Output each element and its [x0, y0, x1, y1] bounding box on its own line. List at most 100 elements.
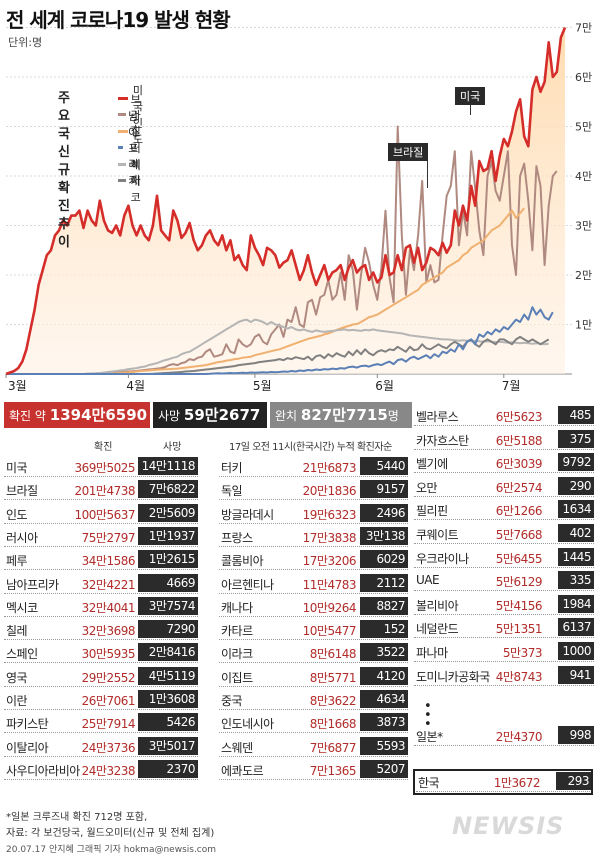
- confirmed-count: 100만5637: [74, 507, 136, 522]
- confirmed-count: 24만3238: [81, 763, 136, 778]
- country-row: 우크라이나 5만6455 1445: [414, 547, 594, 568]
- country-row: 프랑스 17만3838 3만138: [219, 526, 408, 547]
- confirmed-count: 34만1586: [81, 554, 136, 569]
- country-name: 벨기에: [416, 457, 448, 472]
- death-count: 6029: [360, 550, 408, 569]
- newsis-logo: NEWSIS: [452, 812, 565, 840]
- us-annotation: 미국: [455, 87, 486, 105]
- legend-title: 주요국 신규확진 추이: [58, 91, 70, 250]
- confirmed-count: 8만5771: [309, 670, 357, 685]
- country-row: 쿠웨이트 5만7668 402: [414, 523, 594, 544]
- death-count: 3만138: [360, 526, 408, 545]
- death-count: 3만5017: [138, 736, 198, 755]
- death-count: 4만5119: [138, 666, 198, 685]
- country-row: 독일 20만1836 9157: [219, 479, 408, 501]
- country-row: 네덜란드 5만1351 6137: [414, 617, 594, 639]
- confirmed-count: 75만2797: [81, 530, 136, 545]
- country-name: 필리핀: [416, 504, 448, 519]
- country-row: 볼리비아 5만4156 1984: [414, 594, 594, 615]
- death-count: 290: [558, 476, 594, 495]
- country-name: 스웨덴: [221, 740, 253, 755]
- y-tick-label: 4만: [575, 170, 592, 183]
- country-row-korea: 한국 1만3672 293: [416, 771, 592, 792]
- country-row: UAE 5만6129 335: [414, 570, 594, 592]
- x-tick-label: 5월: [253, 379, 272, 393]
- x-tick-labels: 3월 4월 5월 6월 7월: [5, 374, 520, 393]
- line-chart: 1만 2만 3만 4만 5만 6만 7만 3월 4월 5월 6월 7월: [5, 22, 592, 393]
- legend-label: 브라질: [130, 92, 141, 138]
- y-tick-label: 3만: [575, 220, 592, 233]
- death-count: 7290: [138, 620, 198, 639]
- country-name: 터키: [221, 461, 243, 475]
- confirmed-count: 6만3039: [495, 457, 543, 472]
- legend-item: 브라질: [118, 93, 147, 138]
- country-name: 페루: [6, 554, 28, 569]
- us-annotation-leader: [470, 103, 471, 115]
- country-row: 콜롬비아 17만3206 6029: [219, 549, 408, 571]
- country-name: 도미니카공화국: [416, 669, 490, 684]
- country-name: 프랑스: [221, 530, 253, 545]
- col-header-note: 17일 오전 11시(한국시간) 누적 확진자순: [229, 442, 392, 453]
- confirmed-count: 8만3622: [309, 694, 357, 708]
- confirmed-count: 29만2552: [81, 670, 136, 685]
- death-count: 998: [558, 726, 594, 744]
- legend-item: 남아프리카: [118, 110, 147, 187]
- legend-item: 미국: [118, 84, 147, 113]
- country-row: 인도 100만5637 2만5609: [4, 503, 198, 524]
- confirmed-count: 2만4370: [495, 730, 543, 744]
- page-title: 전 세계 코로나19 발생 현황: [6, 8, 231, 32]
- legend-label: 러시아: [130, 142, 141, 188]
- y-tick-label: 6만: [575, 71, 592, 84]
- death-count: 4669: [138, 573, 198, 592]
- country-row: 카타르 10만5477 152: [219, 619, 408, 641]
- country-row: 이란 26만7061 1만3608: [4, 689, 198, 710]
- y-tick-label: 7만: [575, 22, 592, 35]
- death-count: 9792: [558, 453, 594, 472]
- death-count: 2112: [360, 573, 408, 592]
- confirmed-count: 8만6148: [309, 647, 357, 662]
- country-name: 브라질: [6, 484, 38, 499]
- death-count: 3만7574: [138, 596, 198, 615]
- country-name: 남아프리카: [6, 577, 59, 592]
- country-name: 네덜란드: [416, 622, 459, 637]
- country-name: 파나마: [416, 646, 448, 660]
- country-name: 스페인: [6, 647, 38, 662]
- footnote-source: 자료: 각 보건당국, 월드오미터(신규 및 전체 집계): [6, 828, 215, 839]
- country-name: 러시아: [6, 530, 38, 545]
- death-count: 941: [558, 665, 594, 684]
- confirmed-count: 5만6129: [495, 575, 543, 590]
- death-count: 1만1937: [138, 526, 198, 545]
- death-count: 1445: [558, 547, 594, 566]
- legend-item: 멕시코: [118, 159, 147, 204]
- confirmed-count: 20만1836: [302, 484, 357, 499]
- country-row: 파키스탄 25만7914 5426: [4, 712, 198, 734]
- death-count: 8827: [360, 596, 408, 615]
- confirmed-count: 32만3698: [81, 624, 136, 639]
- country-name: 캐나다: [221, 600, 253, 615]
- confirmed-count: 17만3206: [302, 554, 357, 569]
- death-count: 5593: [360, 736, 408, 755]
- country-row: 페루 34만1586 1만2615: [4, 549, 198, 571]
- confirmed-count: 24만3736: [81, 740, 136, 755]
- death-count: 1634: [558, 500, 594, 519]
- country-name: 쿠웨이트: [416, 528, 459, 542]
- country-row: 브라질 201만4738 7만6822: [4, 479, 198, 501]
- death-count: 1만3608: [138, 690, 198, 708]
- country-name: 방글라데시: [221, 507, 274, 522]
- country-row: 벨기에 6만3039 9792: [414, 452, 594, 474]
- country-name: 인도: [6, 507, 28, 522]
- confirmed-count: 4만8743: [495, 669, 543, 684]
- country-row: 인도네시아 8만1668 3873: [219, 712, 408, 734]
- country-name: 중국: [221, 694, 243, 708]
- legend-swatch: [118, 96, 128, 100]
- legend-label: 멕시코: [130, 158, 141, 204]
- country-row: 영국 29만2552 4만5119: [4, 666, 198, 687]
- country-name: 이란: [6, 694, 28, 708]
- legend-label: 미국: [132, 84, 143, 114]
- country-name: UAE: [416, 573, 440, 588]
- confirmed-count: 17만3838: [302, 530, 357, 545]
- country-row: 필리핀 6만1266 1634: [414, 499, 594, 521]
- country-row: 이집트 8만5771 4120: [219, 666, 408, 687]
- series-area-미국: [6, 27, 565, 374]
- confirmed-count: 5만373: [502, 646, 543, 660]
